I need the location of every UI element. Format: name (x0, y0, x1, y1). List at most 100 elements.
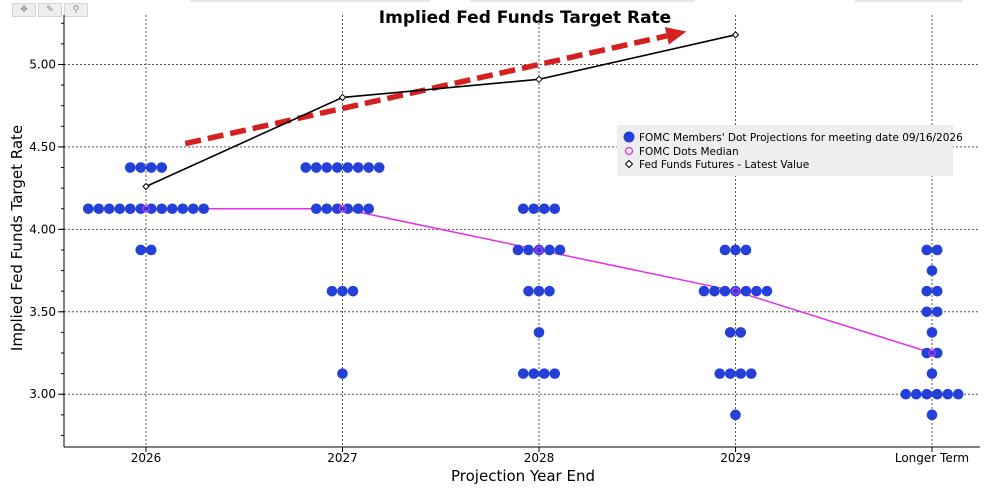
fomc-dot (709, 285, 720, 297)
fomc-dot (114, 203, 126, 215)
futures-marker (535, 75, 543, 84)
pencil-icon[interactable]: ✎ (38, 3, 62, 17)
fomc-dot (533, 327, 545, 338)
y-tick-label: 4.00 (29, 222, 56, 236)
fomc-dot (942, 388, 954, 400)
fomc-dot (735, 368, 747, 379)
fomc-dot (751, 285, 762, 297)
fomc-dot (342, 203, 354, 215)
median-marker (338, 204, 347, 213)
fomc-dot (921, 306, 933, 318)
legend-median-marker (624, 146, 634, 156)
fomc-dot (124, 162, 136, 173)
chart-title: Implied Fed Funds Target Rate (379, 8, 671, 28)
fomc-dot (921, 347, 933, 359)
fomc-dot (714, 368, 726, 379)
fomc-dot (326, 285, 338, 297)
fomc-dot (931, 244, 943, 256)
fomc-dot (740, 285, 752, 297)
x-tick-label: 2026 (131, 451, 162, 465)
y-tick-label: 4.50 (29, 140, 56, 154)
y-tick-labels: 3.00 3.50 4.00 4.50 5.00 (29, 57, 56, 401)
x-tick-label: Longer Term (895, 451, 969, 465)
fomc-dot (331, 203, 343, 215)
fomc-dot (926, 265, 938, 276)
fomc-dot (93, 203, 105, 215)
grid (64, 15, 980, 447)
fomc-dot (921, 285, 933, 297)
fomc-dot (533, 285, 545, 297)
fomc-dot (910, 388, 922, 400)
x-axis-label: Projection Year End (451, 467, 595, 485)
fomc-dot (321, 203, 333, 215)
fomc-dot (926, 409, 938, 421)
fomc-dot (926, 368, 938, 379)
fomc-dot (342, 162, 354, 173)
fomc-dot (921, 244, 933, 256)
fomc-dot (135, 162, 147, 173)
futures-marker (142, 182, 150, 191)
fomc-dot (931, 306, 943, 318)
fomc-dot (103, 203, 115, 215)
fomc-dot (145, 203, 157, 215)
fomc-dot (337, 285, 348, 297)
fomc-dot (740, 244, 752, 256)
y-axis-label: Implied Fed Funds Target Rate (8, 125, 26, 351)
move-icon[interactable]: ✥ (12, 3, 36, 17)
fomc-dot (698, 285, 710, 297)
series-layer (82, 27, 964, 421)
fomc-dot (931, 347, 943, 359)
fomc-dot (517, 203, 529, 215)
legend-dots-marker (623, 131, 635, 143)
annotation-arrow-head (664, 27, 687, 45)
futures-marker (731, 31, 740, 39)
x-tick-label: 2029 (720, 451, 751, 465)
fomc-dot (177, 203, 189, 215)
fomc-dot (352, 162, 364, 173)
fomc-dot (931, 388, 943, 400)
magnifier-icon[interactable]: ⚲ (64, 3, 88, 17)
y-tick-label: 5.00 (29, 57, 56, 71)
fomc-dot (544, 244, 555, 256)
fomc-dot (730, 409, 741, 421)
fomc-dot (745, 368, 757, 379)
fomc-dot (523, 285, 534, 297)
fomc-dot (538, 203, 550, 215)
futures-line (145, 34, 736, 188)
fomc-dot (528, 368, 540, 379)
median-marker (142, 204, 150, 213)
legend: FOMC Members' Dot Projections for meetin… (617, 125, 963, 176)
y-tick-label: 3.50 (29, 305, 56, 319)
fomc-dot (135, 244, 147, 256)
fomc-dot (517, 368, 529, 379)
fomc-dot (512, 244, 524, 256)
fomc-dot (145, 162, 157, 173)
fomc-dot (310, 162, 322, 173)
legend-dots-label: FOMC Members' Dot Projections for meetin… (639, 132, 963, 144)
y-tick-label: 3.00 (29, 387, 56, 401)
fomc-dot (331, 162, 343, 173)
fomc-dot (82, 203, 94, 215)
fomc-dot (549, 203, 561, 215)
fomc-dot (719, 285, 731, 297)
fomc-dot (187, 203, 199, 215)
fomc-dot (363, 162, 375, 173)
median-marker (535, 246, 543, 254)
fomc-dot (900, 388, 912, 400)
fomc-dot (300, 162, 312, 173)
fomc-dot (337, 368, 348, 379)
fomc-dot (724, 327, 736, 338)
chart-toolbar: ✥ ✎ ⚲ (12, 3, 90, 17)
fomc-dot (166, 203, 178, 215)
axes (58, 15, 980, 452)
fomc-dot (321, 162, 333, 173)
fomc-dot (310, 203, 322, 215)
x-tick-label: 2027 (327, 451, 358, 465)
fomc-dot (523, 244, 534, 256)
legend-median-label: FOMC Dots Median (639, 146, 739, 158)
fomc-dot (931, 285, 943, 297)
fomc-dot (528, 203, 540, 215)
fomc-dot (156, 162, 168, 173)
x-tick-label: 2028 (524, 451, 555, 465)
